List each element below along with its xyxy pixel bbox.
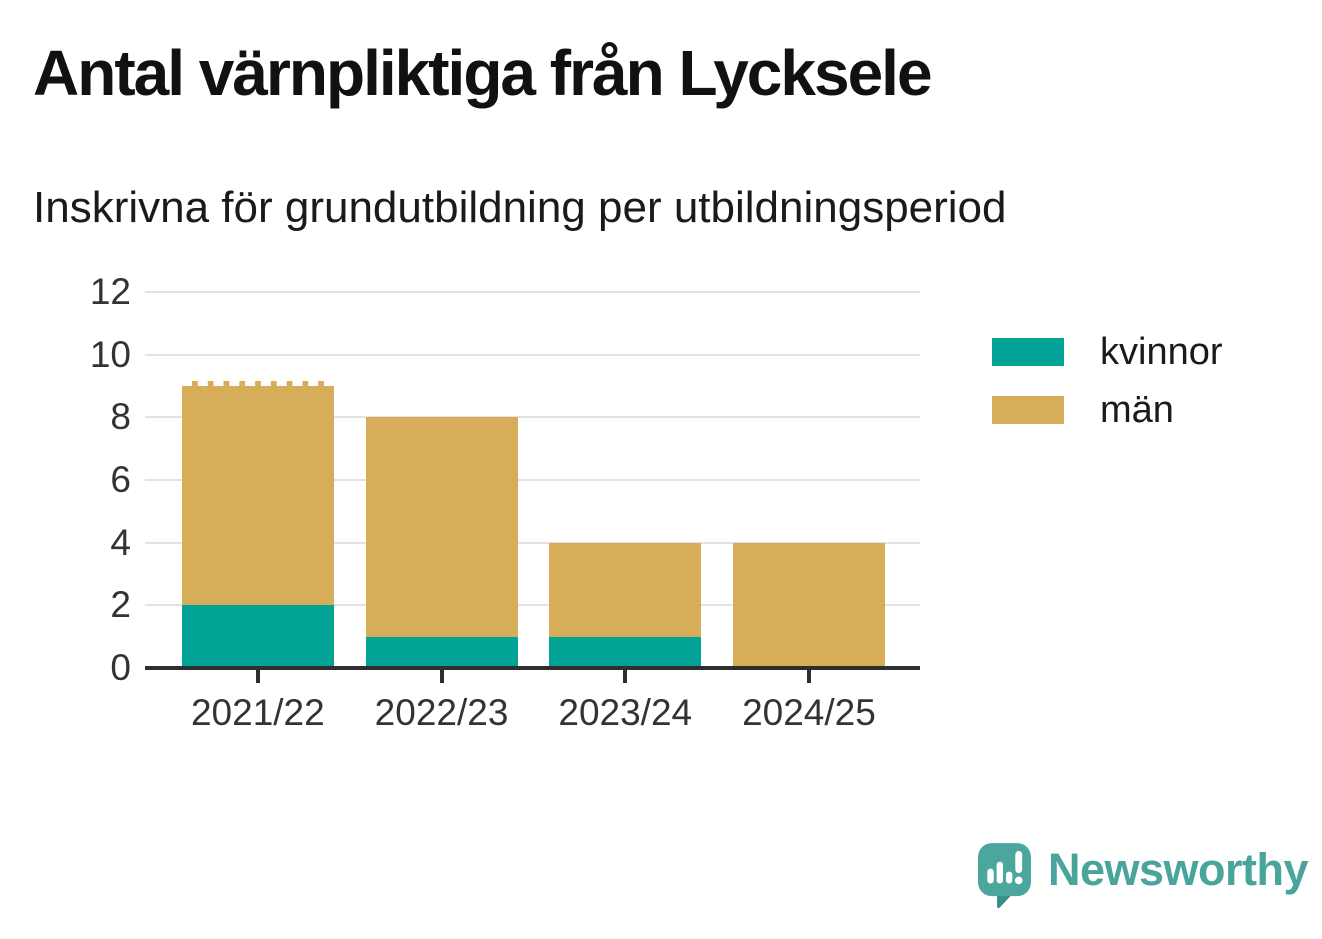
gridline-12 xyxy=(145,291,920,293)
y-tick-label-6: 6 xyxy=(110,459,131,500)
plot-area: 2021/22 2022/23 2023/24 2024/25 xyxy=(145,291,920,733)
x-axis-line xyxy=(145,666,920,670)
bar-segment-män-2022/23 xyxy=(365,417,518,637)
legend-item-kvinnor: kvinnor xyxy=(992,330,1223,374)
x-tick-label-2022/23: 2022/23 xyxy=(374,692,509,733)
bar-segment-kvinnor-2023/24 xyxy=(549,636,702,668)
y-tick-label-0: 0 xyxy=(110,647,131,688)
bar-segment-män-2021/22 xyxy=(181,381,334,606)
newsworthy-logo-text: Newsworthy xyxy=(1048,844,1309,895)
x-tick-label-2021/22: 2021/22 xyxy=(190,692,325,733)
gridline-2 xyxy=(145,604,920,607)
newsworthy-logo: Newsworthy xyxy=(978,843,1309,909)
x-tick-label-2024/25: 2024/25 xyxy=(742,692,876,733)
gridline-10 xyxy=(145,353,920,356)
legend-swatch-kvinnor xyxy=(992,338,1064,366)
chart-subtitle: Inskrivna för grundutbildning per utbild… xyxy=(33,183,1007,232)
gridline-6 xyxy=(145,479,920,481)
legend-item-man: män xyxy=(992,388,1223,432)
y-tick-label-12: 12 xyxy=(89,271,131,312)
bar-segment-män-2024/25 xyxy=(732,542,885,668)
bar-segment-kvinnor-2022/23 xyxy=(365,636,518,668)
gridline-8 xyxy=(145,416,920,419)
y-tick-label-8: 8 xyxy=(110,396,131,438)
x-axis-tick-2024/25 xyxy=(806,670,811,683)
chart-title: Antal värnpliktiga från Lycksele xyxy=(33,37,933,109)
gridline-4 xyxy=(145,541,920,544)
legend-label-man: män xyxy=(1100,388,1174,431)
y-tick-label-2: 2 xyxy=(110,584,131,626)
x-axis-tick-2022/23 xyxy=(439,670,444,683)
legend-label-kvinnor: kvinnor xyxy=(1100,330,1223,373)
x-axis-tick-2023/24 xyxy=(623,670,628,683)
newsworthy-bubble-chart-icon xyxy=(978,843,1031,909)
y-tick-label-10: 10 xyxy=(89,333,131,375)
legend-swatch-man xyxy=(992,396,1064,424)
x-tick-label-2023/24: 2023/24 xyxy=(558,692,693,733)
bar-segment-kvinnor-2021/22 xyxy=(181,605,334,668)
bar-segment-män-2023/24 xyxy=(549,542,702,637)
x-axis-tick-2021/22 xyxy=(255,670,260,683)
y-tick-label-4: 4 xyxy=(110,521,131,563)
legend: kvinnor män xyxy=(992,330,1223,432)
